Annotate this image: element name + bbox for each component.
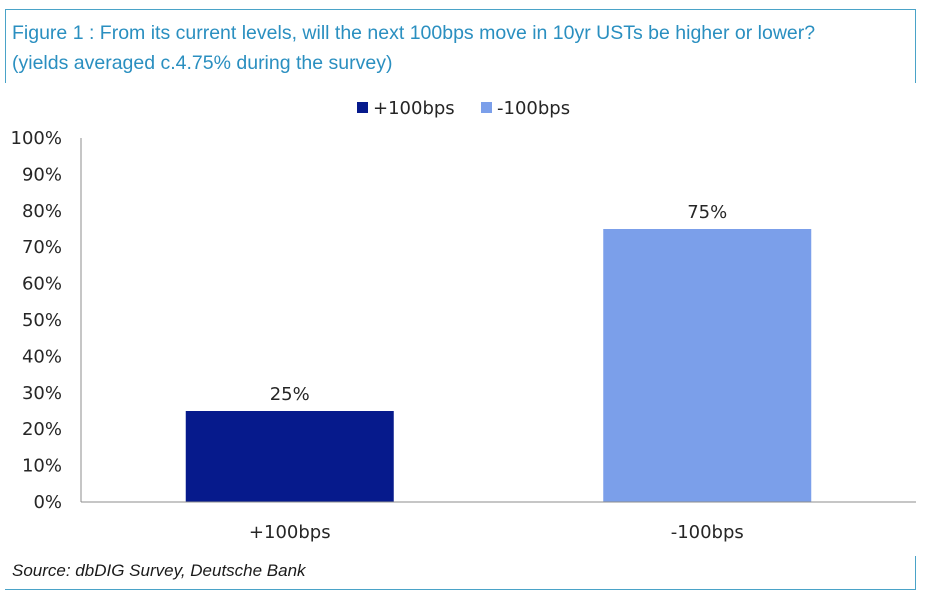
figure-title-line1: Figure 1 : From its current levels, will…: [12, 22, 816, 44]
y-tick-label: 20%: [22, 419, 62, 440]
y-tick-label: 0%: [33, 492, 62, 513]
legend-label: -100bps: [497, 98, 570, 119]
y-tick-label: 50%: [22, 310, 62, 331]
source-frame-bottom-border: [5, 589, 916, 590]
title-frame-left-border: [5, 9, 6, 83]
y-tick-label: 60%: [22, 274, 62, 295]
legend-label: +100bps: [373, 98, 455, 119]
x-axis: +100bps -100bps: [81, 501, 916, 543]
y-axis: 0% 10% 20% 30% 40% 50% 60% 70% 80% 90% 100%: [11, 128, 82, 513]
y-tick-label: 40%: [22, 346, 62, 367]
figure-title-line2: (yields averaged c.4.75% during the surv…: [12, 52, 393, 74]
legend-swatch: [357, 102, 368, 113]
y-tick-label: 30%: [22, 383, 62, 404]
x-category-label: +100bps: [249, 522, 331, 543]
y-tick-label: 10%: [22, 456, 62, 477]
data-label: 75%: [687, 202, 727, 223]
data-label: 25%: [270, 384, 310, 405]
title-frame-right-border: [915, 9, 916, 83]
bars: 25% 75%: [185, 202, 812, 502]
title-frame-top-border: [5, 9, 916, 10]
x-category-label: -100bps: [671, 522, 744, 543]
figure-title: Figure 1 : From its current levels, will…: [12, 18, 912, 78]
source-note: Source: dbDIG Survey, Deutsche Bank: [12, 561, 306, 580]
legend-swatch: [481, 102, 492, 113]
y-tick-label: 90%: [22, 164, 62, 185]
bar: [185, 411, 394, 502]
y-tick-label: 80%: [22, 201, 62, 222]
bar: [603, 229, 812, 502]
source-frame-right-border: [915, 556, 916, 589]
y-tick-label: 70%: [22, 237, 62, 258]
legend: +100bps -100bps: [357, 98, 570, 119]
y-tick-label: 100%: [11, 128, 62, 149]
